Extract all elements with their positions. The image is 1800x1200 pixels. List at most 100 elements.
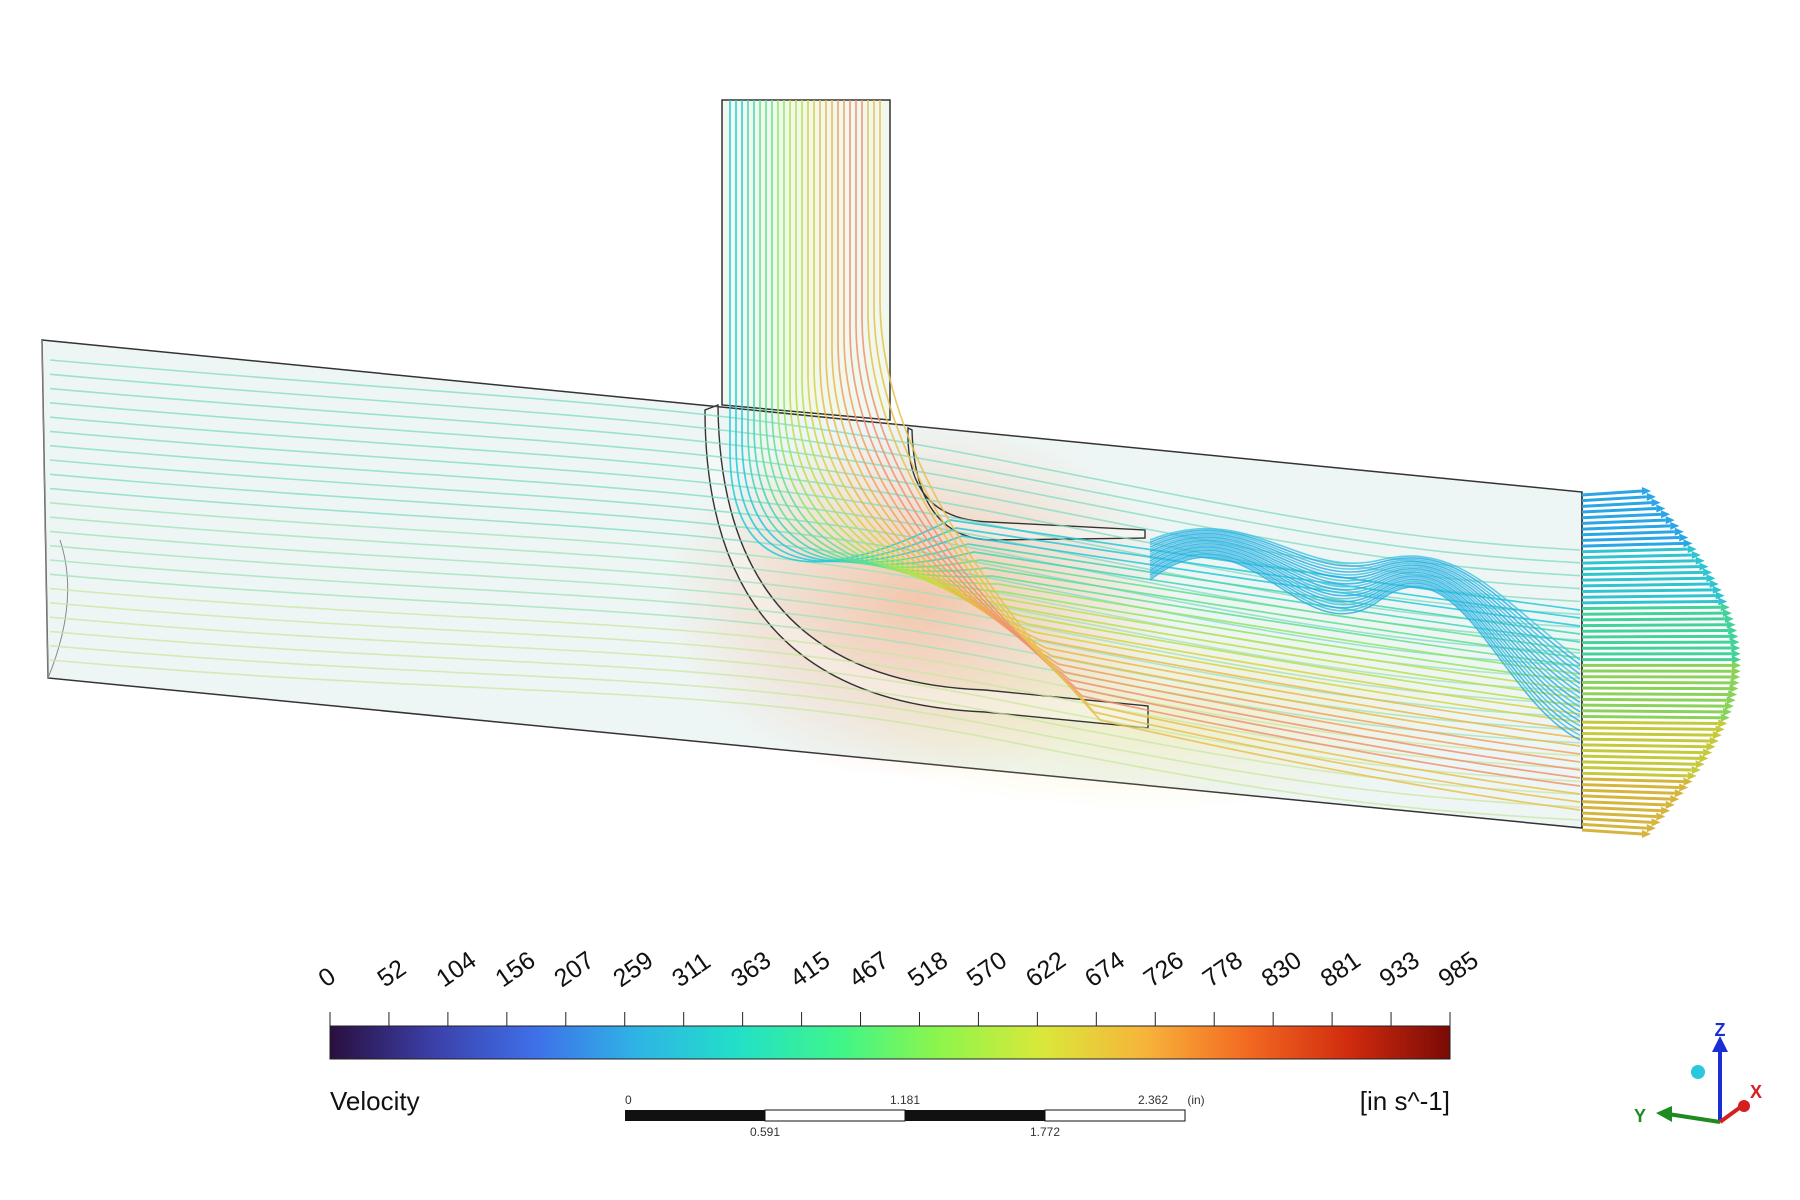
legend-title: Velocity [330,1086,420,1116]
velocity-vector-head [1724,702,1734,711]
x-axis-head [1738,1100,1750,1112]
velocity-vector-head [1670,521,1680,530]
velocity-vector-head [1699,562,1709,571]
legend-tick-label: 363 [726,946,776,993]
streamline [1149,542,1581,704]
legend-tick-label: 259 [608,946,658,993]
velocity-vector [1581,783,1680,789]
velocity-vector-head [1718,597,1728,606]
velocity-vector-head [1679,533,1689,542]
velocity-vector-head [1642,487,1651,495]
streamline [1149,549,1581,722]
scale-seg-4 [1044,1109,1186,1122]
streamline [1149,531,1581,671]
velocity-vector [1581,766,1692,772]
velocity-vector [1581,559,1696,565]
scale-seg-1 [625,1110,765,1121]
legend-tick-label: 933 [1374,946,1424,993]
scale-label-1181: 1.181 [890,1093,920,1107]
legend-tick-label: 52 [372,954,411,993]
velocity-vector-head [1729,684,1739,693]
y-label: Y [1634,1106,1646,1126]
streamline [819,100,1581,731]
legend-tick-marks [329,1012,1451,1026]
streamline [765,100,1581,659]
streamline [1149,554,1581,737]
legend-tick-label: 518 [903,946,953,993]
streamline [49,659,1581,821]
streamline [735,100,1581,619]
velocity-vector-head [1656,504,1666,513]
streamline [49,444,1581,628]
velocity-vector-head [1691,766,1701,775]
velocity-vector [1581,703,1725,708]
streamline [49,602,1581,770]
streamline [837,100,1581,755]
velocity-vector-head [1728,690,1738,699]
velocity-vector-head [1715,725,1725,734]
velocity-vector [1581,582,1710,588]
streamline [831,100,1581,747]
vertical-inlet-body [721,99,891,421]
velocity-vector-head [1730,678,1740,687]
velocity-vector [1581,570,1704,576]
streamline [867,100,1581,795]
velocity-vector [1581,576,1707,582]
velocity-vector-head [1731,661,1741,670]
streamline [1149,541,1581,699]
scale-label-2362: 2.362 [1138,1093,1168,1107]
streamline [855,100,1581,779]
streamline [49,559,1581,731]
velocity-vector [1581,760,1696,766]
streamline [49,487,1581,667]
y-axis-arrow [1667,1112,1721,1124]
velocity-vector-head [1731,649,1741,658]
velocity-vector-head [1726,696,1736,705]
velocity-vector [1581,805,1662,813]
scale-label-0: 0 [625,1093,632,1107]
velocity-vector-head [1720,603,1730,612]
velocity-vector [1581,726,1716,731]
velocity-vector-head [1651,498,1661,507]
streamline [49,573,1581,744]
streamline [49,530,1581,706]
velocity-vector-head [1670,795,1680,804]
velocity-vector [1581,530,1675,537]
velocity-legend: 0 52 104 156 207 259 311 363 415 467 518 570 622 674 7… [313,946,1483,1116]
streamline [49,516,1581,693]
velocity-vector-head [1683,539,1693,548]
velocity-vector [1581,817,1652,824]
legend-tick-label: 830 [1257,946,1307,993]
velocity-vector-head [1651,818,1661,827]
streamline [879,100,1581,811]
streamline [1149,529,1581,666]
streamlines [49,100,1581,821]
velocity-vector [1581,594,1716,599]
velocity-vector [1581,588,1713,594]
z-label: Z [1715,1020,1726,1040]
velocity-vector [1581,501,1652,508]
velocity-vector-head [1712,585,1722,594]
velocity-vector [1581,777,1684,784]
streamline [825,100,1581,739]
velocity-vector [1581,720,1719,726]
velocity-vector [1581,536,1680,542]
velocity-vector-head [1661,510,1671,519]
legend-tick-label: 881 [1315,946,1365,993]
streamline [1149,544,1581,708]
velocity-vector [1581,731,1713,737]
velocity-vector-head [1731,643,1741,652]
velocity-vector [1581,686,1730,691]
velocity-vector [1581,754,1700,760]
orientation-triad[interactable]: Z Y X [1634,1020,1762,1126]
legend-tick-label: 0 [313,962,340,993]
velocity-vector-head [1712,731,1722,740]
legend-tick-label: 467 [844,946,894,993]
legend-tick-label: 311 [667,947,716,993]
streamline [49,373,1581,564]
velocity-vector [1581,634,1730,639]
y-axis-head [1656,1106,1672,1122]
streamline [801,100,1581,707]
velocity-vector-head [1703,568,1713,577]
